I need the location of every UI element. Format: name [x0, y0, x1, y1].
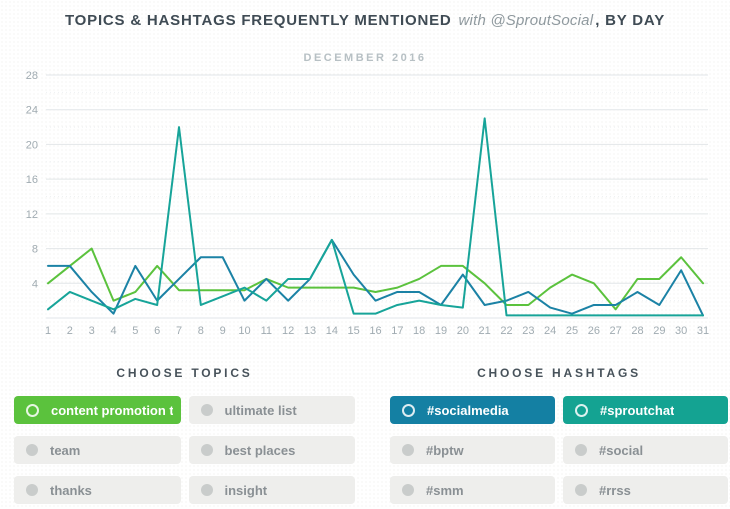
gridlines	[46, 74, 708, 319]
x-tick-label: 6	[154, 325, 160, 337]
y-tick-label: 20	[26, 139, 38, 151]
hashtags-button-grid: #socialmedia #sproutchat #bptw #social #smm #…	[390, 396, 728, 504]
x-tick-label: 21	[479, 325, 491, 337]
topic-filter-label: ultimate list	[224, 402, 297, 418]
x-tick-label: 9	[220, 325, 226, 337]
y-tick-label: 28	[26, 70, 38, 82]
x-tick-label: 7	[176, 325, 182, 337]
radio-icon	[402, 444, 414, 456]
hashtag-filter-label: #bptw	[426, 442, 464, 458]
hashtag-filter-button[interactable]: #bptw	[390, 436, 555, 464]
hashtag-filter-label: #sproutchat	[600, 402, 675, 418]
hashtag-filter-label: #smm	[426, 482, 464, 498]
x-tick-label: 1	[45, 325, 51, 337]
radio-selected-icon	[26, 403, 39, 417]
topic-filter-label: best places	[224, 442, 296, 458]
data-series	[47, 117, 704, 317]
x-tick-label: 16	[369, 325, 381, 337]
x-tick-label: 25	[566, 325, 578, 337]
x-tick-label: 5	[132, 325, 138, 337]
title-main: TOPICS & HASHTAGS FREQUENTLY MENTIONED	[64, 12, 452, 29]
topics-panel: CHOOSE TOPICS content promotion t.. ultim…	[14, 362, 355, 504]
x-tick-label: 23	[522, 325, 534, 337]
topic-filter-button[interactable]: content promotion t..	[14, 396, 181, 424]
radio-icon	[200, 444, 213, 456]
x-tick-label: 31	[697, 325, 709, 337]
x-tick-label: 24	[544, 325, 556, 337]
y-tick-label: 4	[32, 278, 38, 290]
y-tick-label: 24	[26, 105, 38, 117]
filter-panels: CHOOSE TOPICS content promotion t.. ultim…	[0, 362, 730, 504]
x-tick-label: 12	[282, 325, 294, 337]
topics-heading: CHOOSE TOPICS	[116, 366, 253, 380]
hashtags-heading: CHOOSE HASHTAGS	[477, 366, 641, 380]
topic-filter-label: team	[50, 442, 81, 458]
title-account-mention: with @SproutSocial	[458, 12, 594, 29]
topic-filter-button[interactable]: thanks	[14, 476, 181, 504]
hashtags-panel: CHOOSE HASHTAGS #socialmedia #sproutchat #…	[390, 362, 728, 504]
x-tick-label: 29	[653, 325, 665, 337]
topic-filter-label: insight	[224, 482, 268, 498]
x-tick-label: 19	[435, 325, 447, 337]
topic-filter-button[interactable]: ultimate list	[188, 396, 355, 424]
hashtag-filter-label: #social	[599, 442, 644, 458]
radio-icon	[26, 444, 38, 456]
topic-filter-label: content promotion t..	[51, 402, 173, 418]
radio-icon	[402, 484, 414, 496]
chart-subtitle-month: DECEMBER 2016	[303, 52, 427, 64]
topic-filter-button[interactable]: team	[14, 436, 181, 464]
x-tick-label: 26	[588, 325, 600, 337]
hashtag-filter-button[interactable]: #rrss	[563, 476, 728, 504]
topics-button-grid: content promotion t.. ultimate list team be…	[14, 396, 355, 504]
x-tick-label: 8	[198, 325, 204, 337]
hashtag-filter-button[interactable]: #social	[563, 436, 728, 464]
radio-icon	[200, 484, 213, 496]
radio-icon	[575, 484, 587, 496]
x-tick-label: 17	[391, 325, 403, 337]
radio-selected-icon	[575, 403, 588, 417]
x-tick-label: 18	[413, 325, 425, 337]
x-tick-label: 13	[304, 325, 316, 337]
radio-selected-icon	[402, 403, 415, 417]
x-tick-label: 2	[67, 325, 73, 337]
y-tick-label: 16	[26, 174, 38, 186]
series-line-content-promotion-t	[47, 247, 704, 311]
hashtag-filter-button[interactable]: #sproutchat	[563, 396, 728, 424]
y-tick-label: 12	[26, 209, 38, 221]
topic-filter-button[interactable]: best places	[188, 436, 355, 464]
x-tick-label: 11	[261, 325, 272, 337]
topic-filter-label: thanks	[50, 482, 92, 498]
y-tick-label: 8	[32, 244, 38, 256]
hashtag-filter-label: #rrss	[599, 482, 631, 498]
series-line-sproutchat	[47, 117, 704, 317]
x-tick-label: 20	[457, 325, 469, 337]
y-axis-labels: 4 8 12 16 20 24 28	[26, 70, 38, 290]
hashtag-filter-label: #socialmedia	[427, 402, 509, 418]
radio-icon	[26, 484, 38, 496]
topic-filter-button[interactable]: insight	[188, 476, 355, 504]
page-title: TOPICS & HASHTAGS FREQUENTLY MENTIONED w…	[0, 12, 730, 29]
title-suffix: , BY DAY	[595, 12, 665, 29]
radio-icon	[200, 404, 213, 416]
x-tick-label: 27	[610, 325, 622, 337]
x-tick-label: 4	[110, 325, 116, 337]
radio-icon	[575, 444, 587, 456]
x-tick-label: 14	[326, 325, 338, 337]
hashtag-filter-button[interactable]: #socialmedia	[390, 396, 555, 424]
x-tick-label: 30	[675, 325, 687, 337]
x-tick-label: 28	[631, 325, 643, 337]
x-tick-label: 22	[500, 325, 512, 337]
line-chart: 4 8 12 16 20 24 28 1 2 3 4 5 6 7 8 9 10 11 12 13 14 15 16 17 18 1…	[0, 60, 730, 350]
x-axis-labels: 1 2 3 4 5 6 7 8 9 10 11 12 13 14 15 16 17 18 19 20 21 22 23 24 2…	[45, 325, 709, 337]
hashtag-filter-button[interactable]: #smm	[390, 476, 555, 504]
x-tick-label: 15	[348, 325, 360, 337]
x-tick-label: 3	[89, 325, 95, 337]
x-tick-label: 10	[238, 325, 250, 337]
